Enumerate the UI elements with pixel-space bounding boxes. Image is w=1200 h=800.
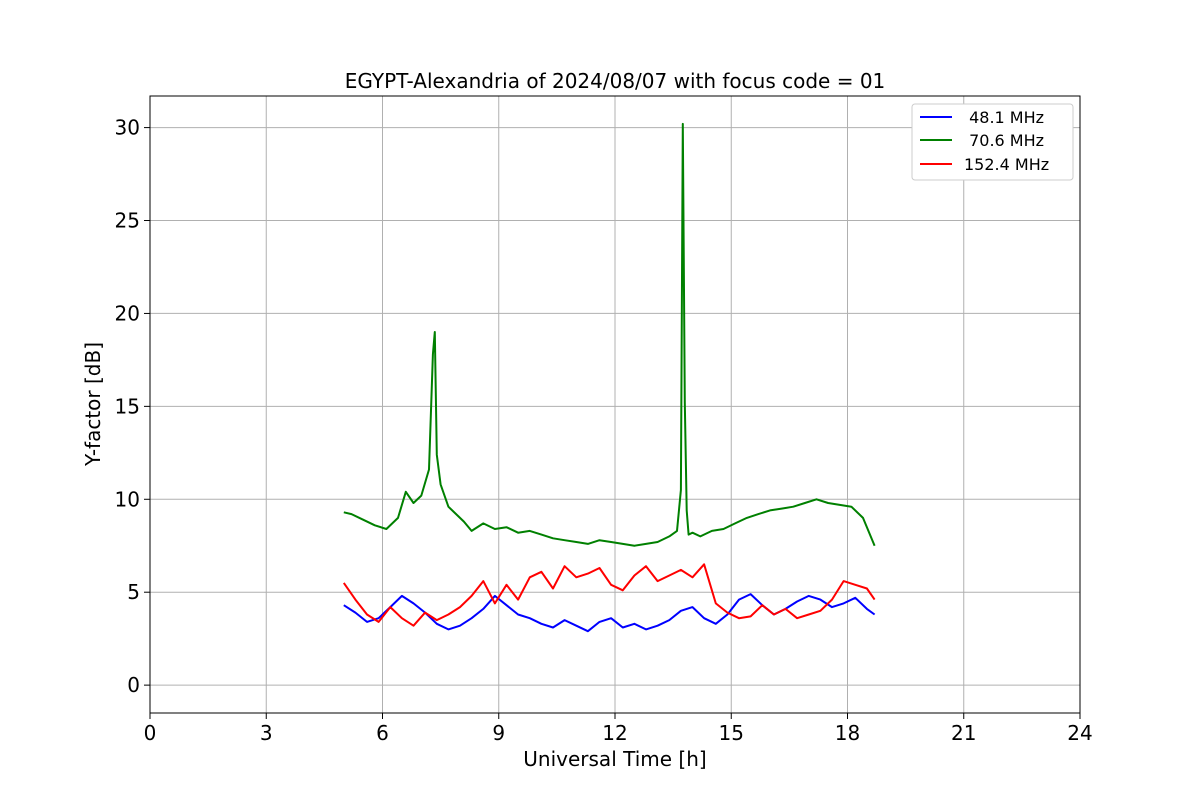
legend-box — [911, 103, 1074, 181]
x-tick-label: 0 — [144, 721, 157, 745]
legend: 48.1 MHz 70.6 MHz 152.4 MHz — [911, 103, 1074, 181]
x-tick-label: 24 — [1067, 721, 1092, 745]
y-tick-label: 30 — [115, 116, 140, 140]
chart-title: EGYPT-Alexandria of 2024/08/07 with focu… — [345, 69, 886, 93]
legend-label-70-6: 70.6 MHz — [964, 131, 1044, 150]
x-tick-label: 21 — [951, 721, 976, 745]
legend-label-152-4: 152.4 MHz — [964, 155, 1049, 174]
x-tick-label: 12 — [602, 721, 627, 745]
y-tick-label: 20 — [115, 301, 140, 325]
y-tick-label: 5 — [127, 580, 140, 604]
y-tick-label: 25 — [115, 209, 140, 233]
x-axis: 0 3 6 9 12 15 18 21 24 — [144, 713, 1093, 745]
x-tick-label: 3 — [260, 721, 273, 745]
legend-label-48-1: 48.1 MHz — [964, 108, 1044, 127]
x-tick-label: 9 — [492, 721, 505, 745]
x-tick-label: 18 — [835, 721, 860, 745]
x-tick-label: 6 — [376, 721, 389, 745]
series-line-70-6-mhz — [343, 122, 876, 547]
y-tick-label: 15 — [115, 394, 140, 418]
x-axis-label: Universal Time [h] — [523, 747, 706, 771]
y-axis: 0 5 10 15 20 25 30 — [115, 116, 150, 697]
series-layer — [342, 122, 876, 633]
y-tick-label: 10 — [115, 487, 140, 511]
y-tick-label: 0 — [127, 673, 140, 697]
y-axis-label: Y-factor [dB] — [81, 342, 105, 467]
x-tick-label: 15 — [719, 721, 744, 745]
series-line-48-1-mhz — [343, 593, 876, 633]
series-line-152-4-mhz — [342, 563, 876, 627]
